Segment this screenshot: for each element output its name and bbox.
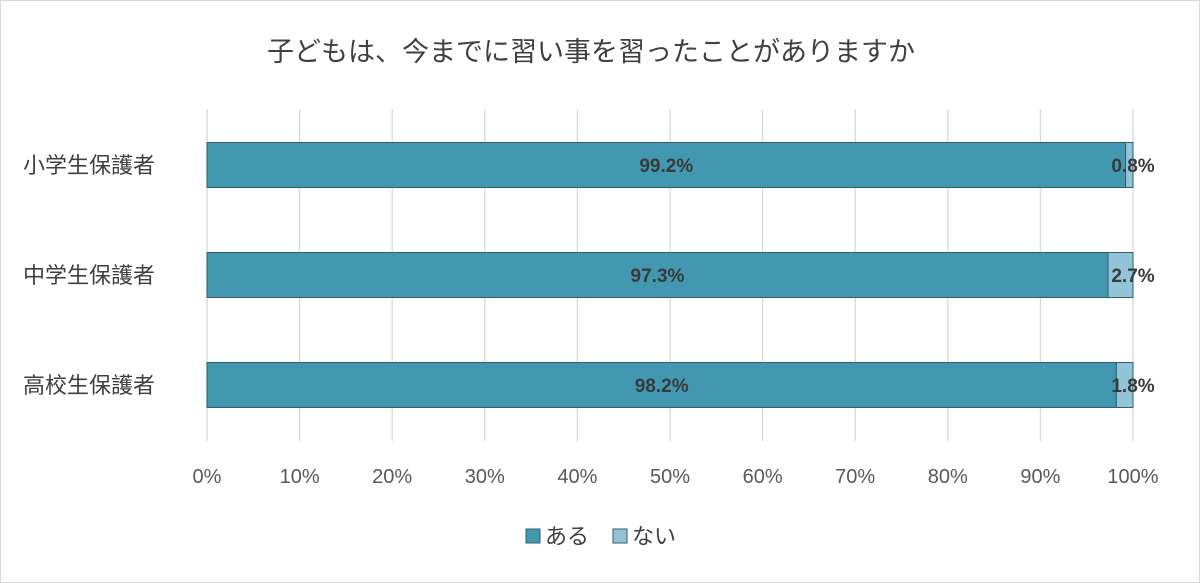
legend-label: ない xyxy=(632,525,676,550)
data-labels: 99.2% 0.8% 97.3% 2.7% 98.2% 1.8% xyxy=(631,156,1155,397)
data-label: 99.2% xyxy=(639,156,693,177)
bar-segment-nai xyxy=(1125,142,1134,188)
legend: ある ない xyxy=(525,525,676,550)
data-label: 2.7% xyxy=(1111,266,1154,287)
legend-swatch xyxy=(525,528,541,544)
bar-segment-nai xyxy=(1107,252,1134,298)
category-label: 小学生保護者 xyxy=(23,154,155,179)
x-tick-label: 40% xyxy=(557,466,597,488)
category-label: 高校生保護者 xyxy=(23,374,155,399)
x-tick-label: 60% xyxy=(743,466,783,488)
bar-segment-nai xyxy=(1115,362,1134,408)
x-tick-label: 100% xyxy=(1107,466,1158,488)
bar-segment-aru xyxy=(206,252,1109,298)
legend-label: ある xyxy=(545,525,589,550)
data-label: 98.2% xyxy=(635,376,689,397)
data-label: 1.8% xyxy=(1111,376,1154,397)
x-tick-label: 90% xyxy=(1020,466,1060,488)
legend-swatch xyxy=(612,528,628,544)
x-tick-label: 0% xyxy=(193,466,222,488)
data-label: 97.3% xyxy=(631,266,685,287)
category-label: 中学生保護者 xyxy=(23,264,155,289)
x-tick-label: 50% xyxy=(650,466,690,488)
x-tick-label: 30% xyxy=(465,466,505,488)
chart-title: 子どもは、今までに習い事を習ったことがありますか xyxy=(267,37,915,68)
bar-segment-aru xyxy=(206,142,1127,188)
bars xyxy=(206,142,1134,408)
x-tick-label: 20% xyxy=(372,466,412,488)
x-tick-label: 80% xyxy=(928,466,968,488)
x-tick-label: 70% xyxy=(835,466,875,488)
bar-segment-aru xyxy=(206,362,1117,408)
x-tick-label: 10% xyxy=(280,466,320,488)
data-label: 0.8% xyxy=(1111,156,1154,177)
x-axis-ticks: 0% 10% 20% 30% 40% 50% 60% 70% 80% 90% 100% xyxy=(193,466,1159,488)
